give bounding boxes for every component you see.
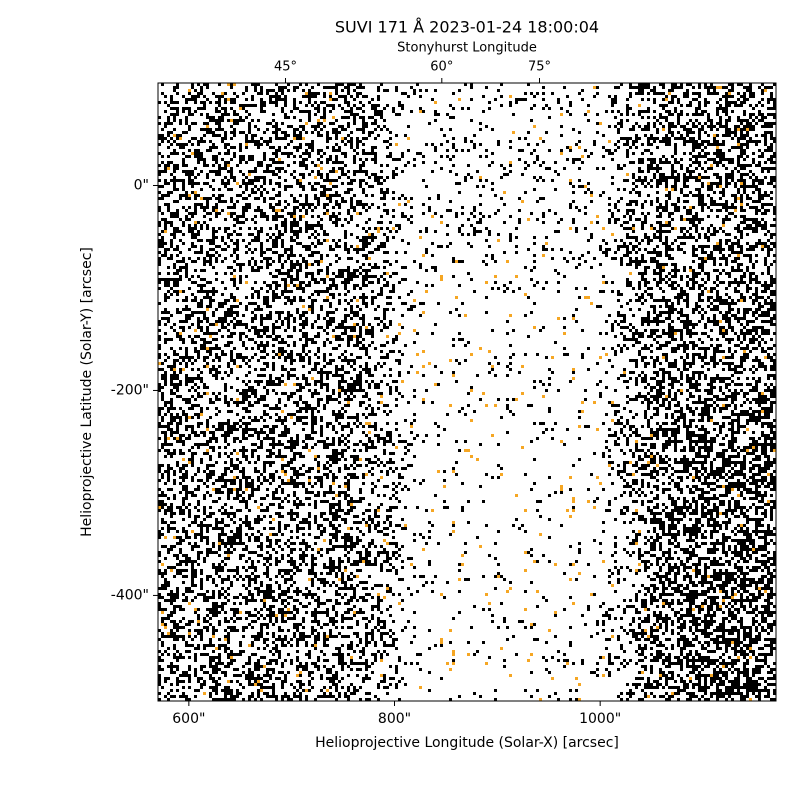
- x2-tick-label: 45°: [274, 60, 297, 75]
- chart-title: SUVI 171 Å 2023-01-24 18:00:04: [335, 18, 599, 37]
- y-axis-label: Helioprojective Latitude (Solar-Y) [arcs…: [79, 247, 95, 537]
- y-tick-label: -400": [111, 587, 149, 603]
- x2-axis-label: Stonyhurst Longitude: [397, 41, 537, 56]
- x2-tick-label: 75°: [528, 60, 551, 75]
- image-pixels: [158, 83, 776, 701]
- y-tick-label: 0": [134, 177, 149, 193]
- plot-frame: [157, 82, 777, 702]
- x-tick-label: 800": [378, 711, 411, 727]
- y-tick-label: -200": [111, 382, 149, 398]
- x-tick-label: 600": [172, 711, 205, 727]
- x-axis-label: Helioprojective Longitude (Solar-X) [arc…: [315, 735, 619, 751]
- x2-tick-label: 60°: [430, 60, 453, 75]
- x-tick-label: 1000": [579, 711, 621, 727]
